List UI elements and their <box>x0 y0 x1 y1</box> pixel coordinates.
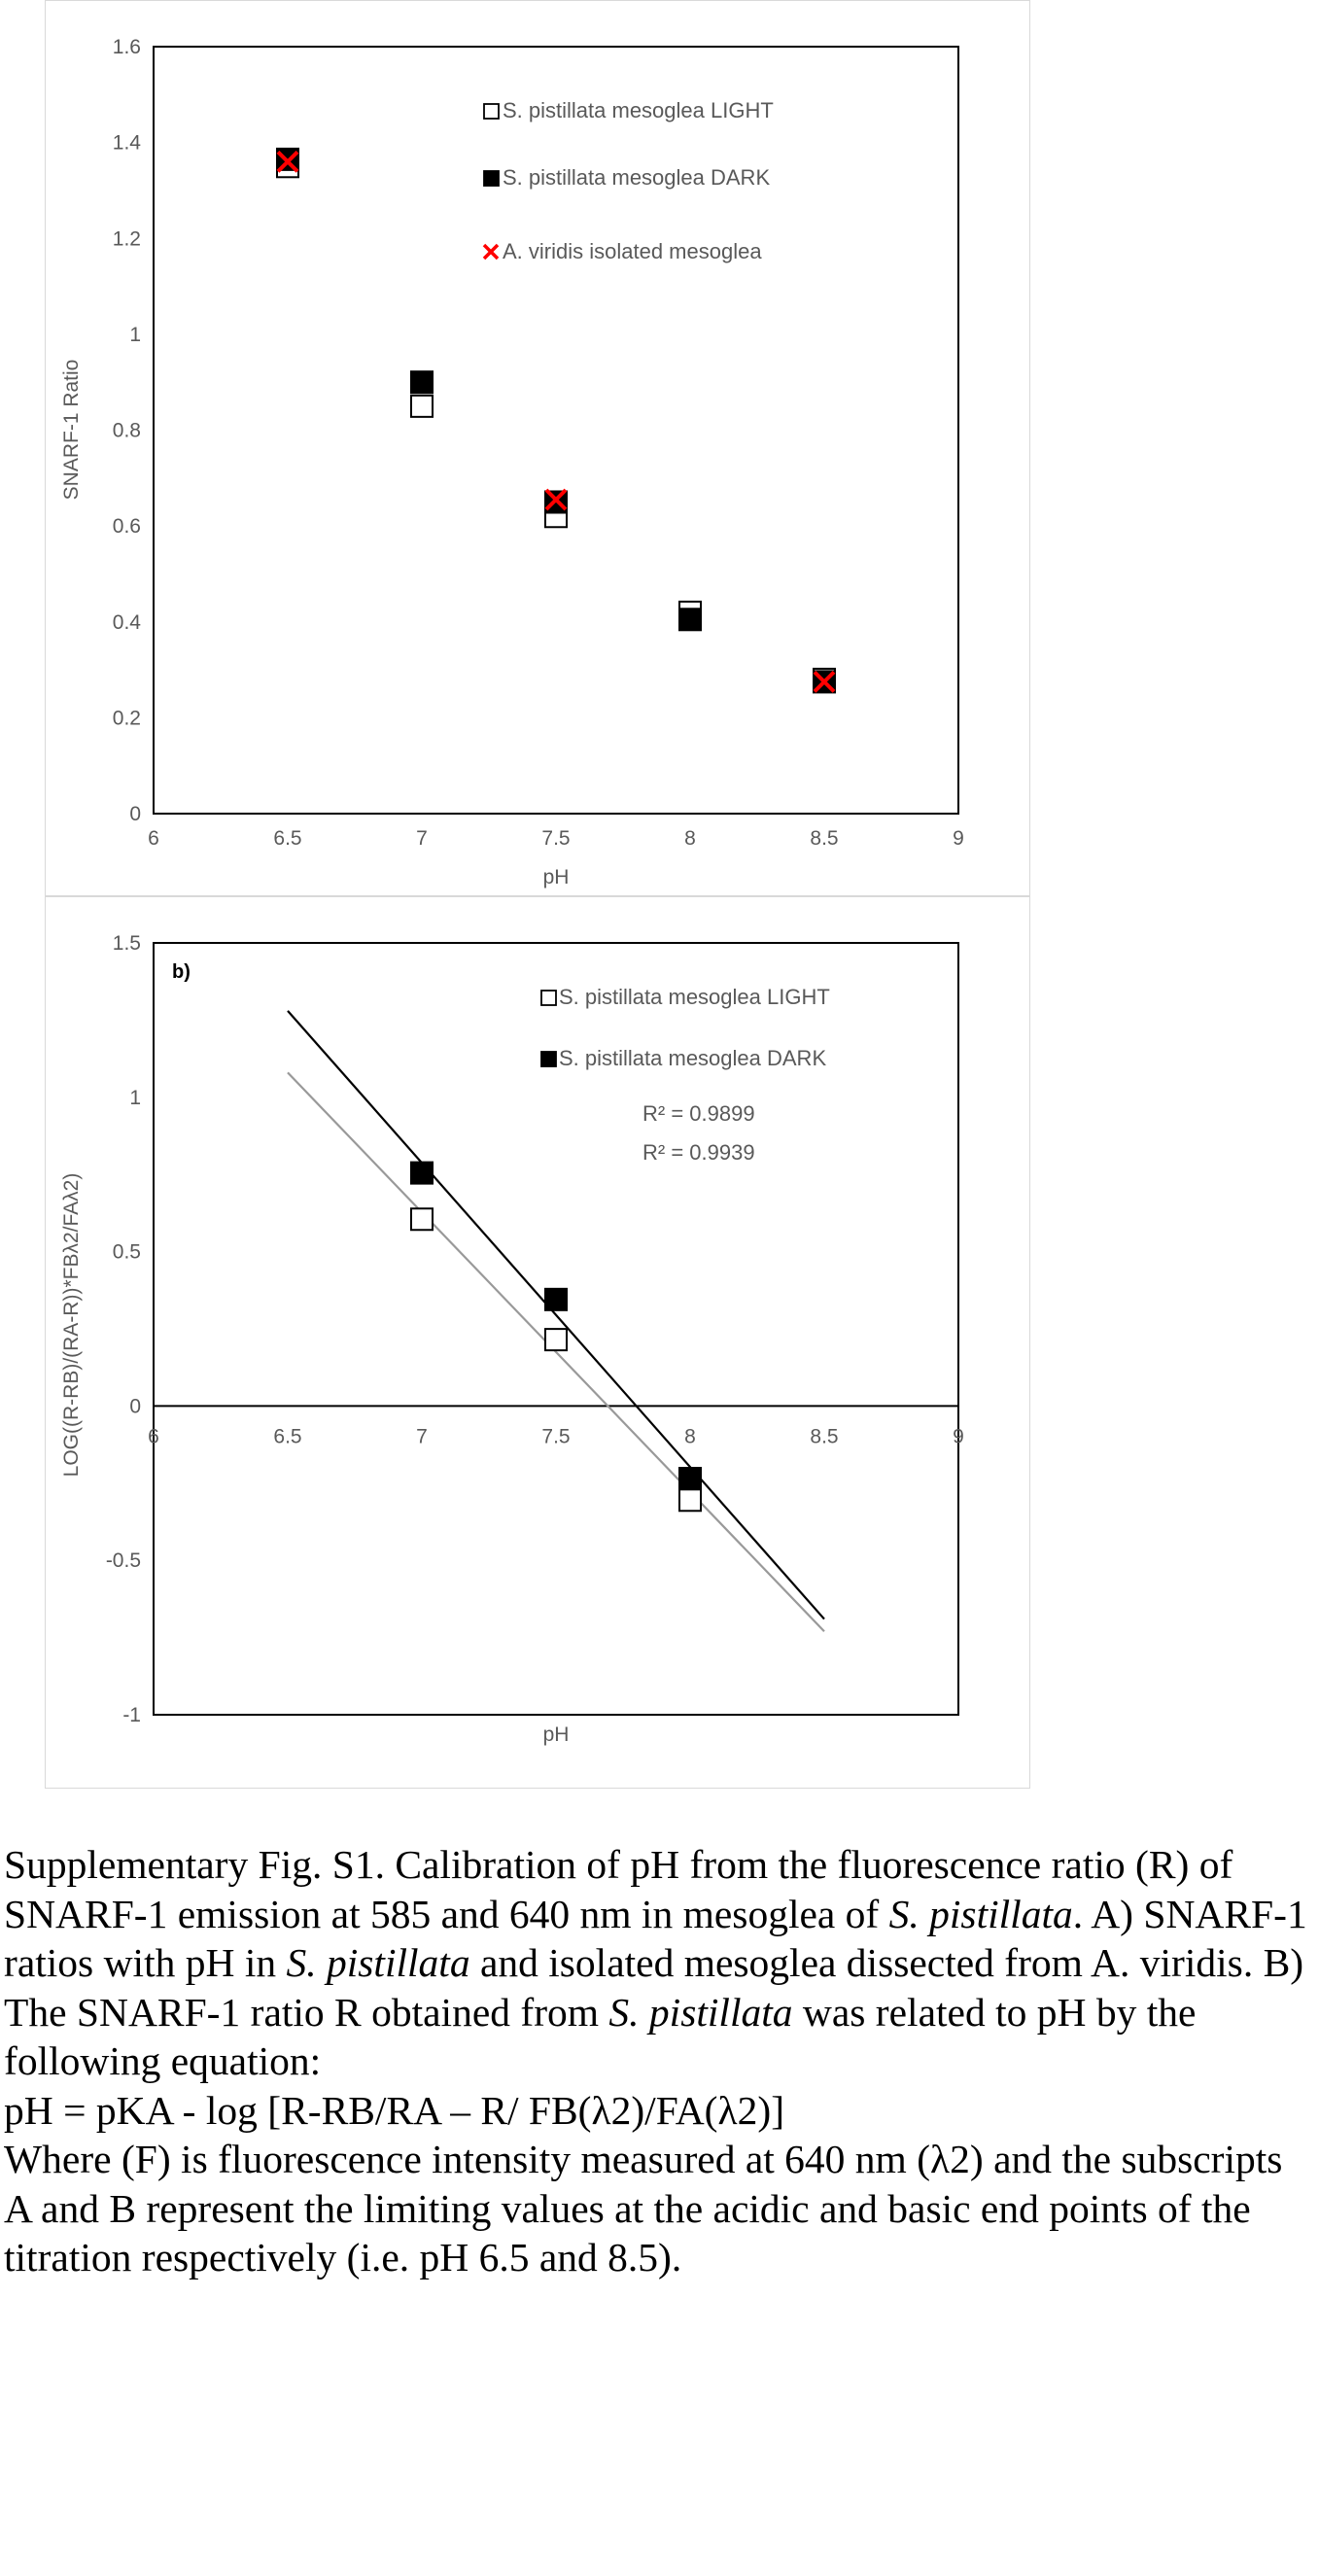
x-tick-label: 6.5 <box>273 1425 301 1447</box>
data-point-series-2 <box>544 488 568 511</box>
legend-label-light: S. pistillata mesoglea LIGHT <box>559 985 830 1009</box>
data-point-series-2 <box>276 150 299 173</box>
data-point-series-0 <box>410 1207 434 1232</box>
caption-text: . A) SNARF-1 ratios with pH in <box>4 1891 1307 1986</box>
plot-area-a <box>153 46 959 815</box>
x-tick-label: 7 <box>416 827 428 850</box>
y-tick-label: 1.5 <box>113 932 141 955</box>
y-tick-label: 1.2 <box>113 227 141 250</box>
legend-a: S. pistillata mesoglea LIGHT S. pistilla… <box>482 98 774 263</box>
chart-panel-a: 0 0.2 0.4 0.6 0.8 1 1.2 1.4 1.6 6 6.5 7 7.5 8 8.5 9 SN… <box>45 0 1030 896</box>
trendline-series-0 <box>287 1071 825 1633</box>
legend-label-dark: S. pistillata mesoglea DARK <box>559 1046 826 1070</box>
y-tick-label: -1 <box>122 1704 141 1726</box>
x-tick-label: 9 <box>953 1425 964 1447</box>
x-tick-label: 8 <box>684 1425 696 1447</box>
species-name: S. pistillata <box>286 1940 470 1985</box>
chart-b: -1 -0.5 0 0.5 1 1.5 6 6.5 7 7.5 8 8.5 9 b) LOG((R-R… <box>60 932 964 1746</box>
data-point-series-1 <box>678 1467 702 1491</box>
x-tick-label: 7 <box>416 1425 428 1447</box>
figure-caption: Supplementary Fig. S1. Calibration of pH… <box>4 1840 1311 2282</box>
x-tick-label: 8.5 <box>810 1425 838 1447</box>
caption-paragraph: Supplementary Fig. S1. Calibration of pH… <box>4 1840 1311 2086</box>
r2-label-2: R² = 0.9939 <box>642 1140 755 1165</box>
y-tick-label: 1 <box>129 324 141 346</box>
x-axis-label-a: pH <box>543 866 570 888</box>
x-tick-label: 6 <box>148 827 159 850</box>
data-point-series-2 <box>813 670 836 693</box>
legend-marker-open-square <box>483 103 500 120</box>
legend-marker-red-x <box>482 243 500 261</box>
y-tick-label: 0.8 <box>113 420 141 442</box>
y-tick-label: 0.5 <box>113 1241 141 1264</box>
legend-label-dark: S. pistillata mesoglea DARK <box>503 165 770 190</box>
caption-where: Where (F) is fluorescence intensity meas… <box>4 2137 1283 2280</box>
trendline-series-1 <box>287 1010 825 1620</box>
legend-marker-filled-square <box>540 1051 557 1067</box>
x-tick-label: 6.5 <box>273 827 301 850</box>
x-tick-label: 8.5 <box>810 827 838 850</box>
chart-panel-b: -1 -0.5 0 0.5 1 1.5 6 6.5 7 7.5 8 8.5 9 b) LOG((R-R… <box>45 896 1030 1789</box>
legend-b: S. pistillata mesoglea LIGHT S. pistilla… <box>540 985 830 1165</box>
data-point-series-1 <box>410 1161 434 1185</box>
x-axis-label-b: pH <box>543 1723 570 1746</box>
y-tick-label: -0.5 <box>106 1549 141 1572</box>
caption-text: was related to pH by the following equat… <box>4 1989 1197 2084</box>
y-axis-label-a: SNARF-1 Ratio <box>60 360 83 501</box>
panel-label-b: b) <box>172 961 191 983</box>
data-point-series-2-stroke <box>276 150 299 173</box>
y-tick-label: 0 <box>129 803 141 825</box>
data-point-series-2-stroke <box>544 488 568 511</box>
data-point-series-0 <box>410 394 434 418</box>
y-tick-label: 1 <box>129 1087 141 1109</box>
caption-text: and isolated mesoglea dissected from A. … <box>4 1940 1304 2035</box>
y-tick-label: 0.2 <box>113 707 141 729</box>
y-axis-label-b: LOG((R-RB)/(RA-R))*FBλ2/FAλ2) <box>60 1173 83 1478</box>
legend-marker-filled-square <box>483 170 500 187</box>
r2-label-1: R² = 0.9899 <box>642 1101 755 1126</box>
data-point-series-0 <box>678 1488 702 1513</box>
data-point-series-1 <box>410 370 434 395</box>
chart-a: 0 0.2 0.4 0.6 0.8 1 1.2 1.4 1.6 6 6.5 7 7.5 8 8.5 9 SN… <box>60 36 964 888</box>
data-point-series-0 <box>544 1328 568 1352</box>
data-point-series-2-stroke <box>813 670 836 693</box>
y-tick-label: 0 <box>129 1395 141 1417</box>
caption-text: Supplementary Fig. S1. Calibration of pH… <box>4 1842 1233 1936</box>
species-name: S. pistillata <box>608 1989 793 2035</box>
species-name: S. pistillata <box>888 1891 1073 1936</box>
legend-label-aviridis: A. viridis isolated mesoglea <box>503 239 762 263</box>
caption-equation: pH = pKA - log [R-RB/RA – R/ FB(λ2)/FA(λ… <box>4 2087 785 2133</box>
legend-marker-open-square <box>540 990 557 1006</box>
y-tick-label: 1.6 <box>113 36 141 58</box>
x-tick-label: 7.5 <box>541 827 570 850</box>
x-tick-label: 9 <box>953 827 964 850</box>
x-tick-label: 6 <box>148 1425 159 1447</box>
x-tick-label: 7.5 <box>541 1425 570 1447</box>
data-point-series-1 <box>678 608 702 632</box>
y-tick-label: 0.6 <box>113 515 141 538</box>
y-tick-label: 1.4 <box>113 132 142 155</box>
x-tick-label: 8 <box>684 827 696 850</box>
legend-label-light: S. pistillata mesoglea LIGHT <box>503 98 774 122</box>
data-point-series-1 <box>544 1287 568 1311</box>
y-tick-label: 0.4 <box>113 611 142 634</box>
